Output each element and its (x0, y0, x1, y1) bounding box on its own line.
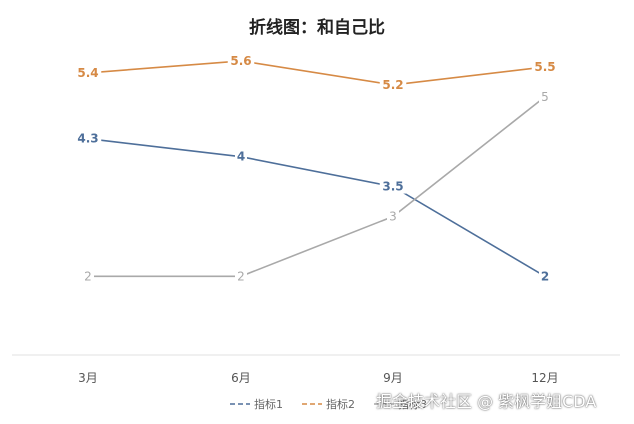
data-label: 2 (84, 269, 92, 283)
data-label: 4 (237, 150, 245, 164)
series-2-line (87, 60, 546, 86)
data-label: 5.4 (77, 66, 98, 80)
data-label: 2 (237, 269, 245, 283)
series-layer: 4.3 4 3.5 2 5.4 5.6 5.2 5.5 2 2 3 5 (74, 53, 559, 284)
x-tick-label: 12月 (531, 371, 558, 385)
data-label-bg (227, 53, 255, 68)
data-label-bg (531, 59, 559, 74)
data-label: 5.2 (382, 78, 403, 92)
data-label: 3.5 (382, 180, 403, 194)
legend-item-2[interactable]: 指标2 (302, 397, 355, 411)
data-label-bg (235, 269, 247, 284)
legend-item-1[interactable]: 指标1 (230, 397, 283, 411)
x-tick-label: 3月 (78, 371, 98, 385)
watermark: 掘金技术社区 @ 紫枫学姐CDA (376, 392, 597, 411)
data-label: 2 (541, 269, 549, 283)
series-2: 5.4 5.6 5.2 5.5 (74, 53, 559, 92)
data-label-bg (82, 269, 94, 284)
data-label-bg (539, 89, 551, 104)
data-label-bg (74, 131, 102, 146)
data-label-bg (387, 209, 399, 224)
data-label: 3 (389, 210, 397, 224)
x-tick-label: 9月 (383, 371, 403, 385)
x-tick-labels: 3月 6月 9月 12月 (78, 371, 558, 385)
legend: 指标1 指标2 指标3 (230, 397, 427, 411)
series-3: 2 2 3 5 (82, 89, 551, 284)
chart-title: 折线图：和自己比 (249, 17, 385, 38)
data-label-bg (539, 269, 551, 284)
data-label: 5 (541, 90, 549, 104)
legend-label: 指标3 (398, 397, 427, 411)
legend-label: 指标1 (254, 397, 283, 411)
series-1: 4.3 4 3.5 2 (74, 131, 551, 284)
legend-label: 指标2 (326, 397, 355, 411)
x-tick-label: 6月 (231, 371, 251, 385)
data-label-bg (74, 65, 102, 80)
data-label-bg (379, 179, 407, 194)
data-label: 5.6 (230, 54, 251, 68)
data-label-bg (379, 77, 407, 92)
series-3-line (88, 96, 546, 278)
data-label: 5.5 (534, 60, 555, 74)
data-label: 4.3 (77, 132, 98, 146)
legend-item-3[interactable]: 指标3 (374, 397, 427, 411)
series-1-line (87, 137, 546, 277)
data-label-bg (235, 149, 247, 164)
